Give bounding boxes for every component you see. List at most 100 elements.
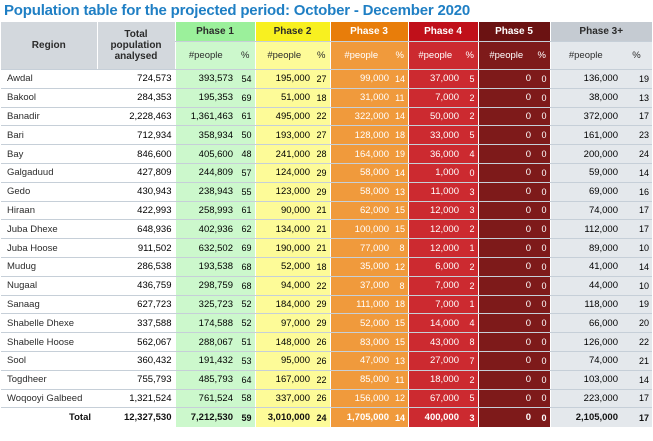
cell-p1-pct: 64 [236,370,255,390]
cell-p3plus-people: 74,000 [549,201,621,221]
cell-p1-pct: 68 [236,257,255,277]
cell-p3plus-people: 89,000 [549,238,621,258]
total-p3: 1,705,000 [329,407,392,428]
cell-p1-people: 193,538 [174,257,236,277]
cell-p2-people: 195,000 [254,69,313,89]
cell-total-population: 422,993 [97,201,175,221]
cell-p4-people: 12,000 [407,201,462,221]
table-row: Shabelle Hoose 562,067 288,067 51 148,000 26 8… [1,332,652,352]
cell-p3plus-people: 41,000 [549,257,621,277]
table-title: Population table for the projected perio… [4,2,471,19]
cell-p1-pct: 61 [236,201,255,221]
cell-region: Gedo [1,182,97,202]
cell-region: Bay [1,144,97,164]
cell-p5-pct: 0 [534,332,550,352]
cell-p2-pct: 22 [313,276,330,296]
cell-p5-pct: 0 [534,125,550,146]
cell-p3-people: 100,000 [329,219,392,240]
cell-total-population: 846,600 [97,144,175,164]
cell-p4-people: 37,000 [407,69,462,89]
cell-total-population: 627,723 [97,295,175,315]
cell-p3plus-pct: 17 [621,107,652,127]
cell-p1-people: 325,723 [174,295,236,315]
cell-p4-people: 43,000 [407,332,462,352]
cell-p1-people: 485,793 [174,370,236,390]
cell-region: Nugaal [1,276,97,296]
cell-total-population: 562,067 [97,332,175,352]
cell-p3plus-pct: 14 [621,370,652,390]
cell-p4-people: 7,000 [407,276,462,296]
cell-p1-pct: 54 [236,69,255,89]
cell-p3-pct: 12 [392,257,408,277]
cell-p1-pct: 69 [236,238,255,258]
table-row: Bari 712,934 358,934 50 193,000 27 128,000 18 33… [1,125,652,146]
cell-p2-pct: 21 [313,238,330,258]
cell-p2-people: 190,000 [254,238,313,258]
cell-p4-people: 27,000 [407,351,462,371]
cell-p2-pct: 21 [313,219,330,240]
cell-p2-people: 95,000 [254,351,313,371]
cell-p3-people: 37,000 [329,276,392,296]
total-p4: 400,000 [407,407,462,428]
cell-p4-people: 18,000 [407,370,462,390]
total-label: Total [69,412,91,424]
cell-p3plus-people: 161,000 [549,125,621,146]
cell-p3-people: 35,000 [329,257,392,277]
total-p2-pct: 24 [313,407,330,428]
cell-p5-people: 0 [477,370,534,390]
cell-p3-people: 156,000 [329,389,392,409]
cell-p3plus-pct: 19 [621,69,652,89]
cell-region: Togdheer [1,370,97,390]
cell-p4-people: 67,000 [407,389,462,409]
cell-p1-pct: 68 [236,276,255,296]
header-phase3: Phase 3 [329,22,408,42]
cell-region: Mudug [1,257,97,277]
cell-p1-people: 174,588 [174,313,236,334]
cell-p3plus-pct: 10 [621,238,652,258]
cell-p3plus-pct: 14 [621,163,652,183]
cell-p1-people: 761,524 [174,389,236,409]
cell-p5-people: 0 [477,389,534,409]
cell-p3plus-pct: 19 [621,295,652,315]
cell-p1-pct: 52 [236,313,255,334]
total-p4-pct: 3 [462,407,478,428]
cell-p3plus-people: 126,000 [549,332,621,352]
cell-p2-people: 94,000 [254,276,313,296]
subheader-pct: % [534,41,550,70]
header-row-phases: Region Total population analysed Phase 1… [1,22,652,70]
cell-p4-pct: 4 [462,144,478,164]
cell-p5-pct: 0 [534,201,550,221]
table-row: Awdal 724,573 393,573 54 195,000 27 99,000 14 37… [1,69,652,89]
cell-region: Hiraan [1,201,97,221]
cell-total-population: 1,321,524 [97,389,175,409]
cell-p5-pct: 0 [534,88,550,108]
cell-p3-people: 47,000 [329,351,392,371]
cell-p3-pct: 13 [392,351,408,371]
total-p5: 0 [477,407,534,428]
cell-p1-people: 393,573 [174,69,236,89]
cell-region: Juba Dhexe [1,219,97,240]
cell-p3-pct: 8 [392,276,408,296]
cell-p3-pct: 14 [392,163,408,183]
total-p2: 3,010,000 [254,407,313,428]
cell-p3-pct: 18 [392,125,408,146]
cell-p2-people: 337,000 [254,389,313,409]
cell-p1-pct: 62 [236,219,255,240]
cell-p5-people: 0 [477,295,534,315]
cell-p5-people: 0 [477,332,534,352]
subheader-pct: % [621,41,652,70]
header-row-sub: #people % #people % #people % #people % … [1,41,652,70]
cell-p1-people: 298,759 [174,276,236,296]
cell-p3plus-people: 372,000 [549,107,621,127]
cell-total-population: 360,432 [97,351,175,371]
cell-p5-people: 0 [477,125,534,146]
cell-p5-people: 0 [477,201,534,221]
cell-p2-people: 167,000 [254,370,313,390]
cell-p3plus-people: 69,000 [549,182,621,202]
cell-p4-pct: 5 [462,69,478,89]
cell-p5-pct: 0 [534,257,550,277]
cell-total-population: 911,502 [97,238,175,258]
cell-p5-pct: 0 [534,370,550,390]
cell-p5-pct: 0 [534,389,550,409]
cell-p3plus-people: 74,000 [549,351,621,371]
